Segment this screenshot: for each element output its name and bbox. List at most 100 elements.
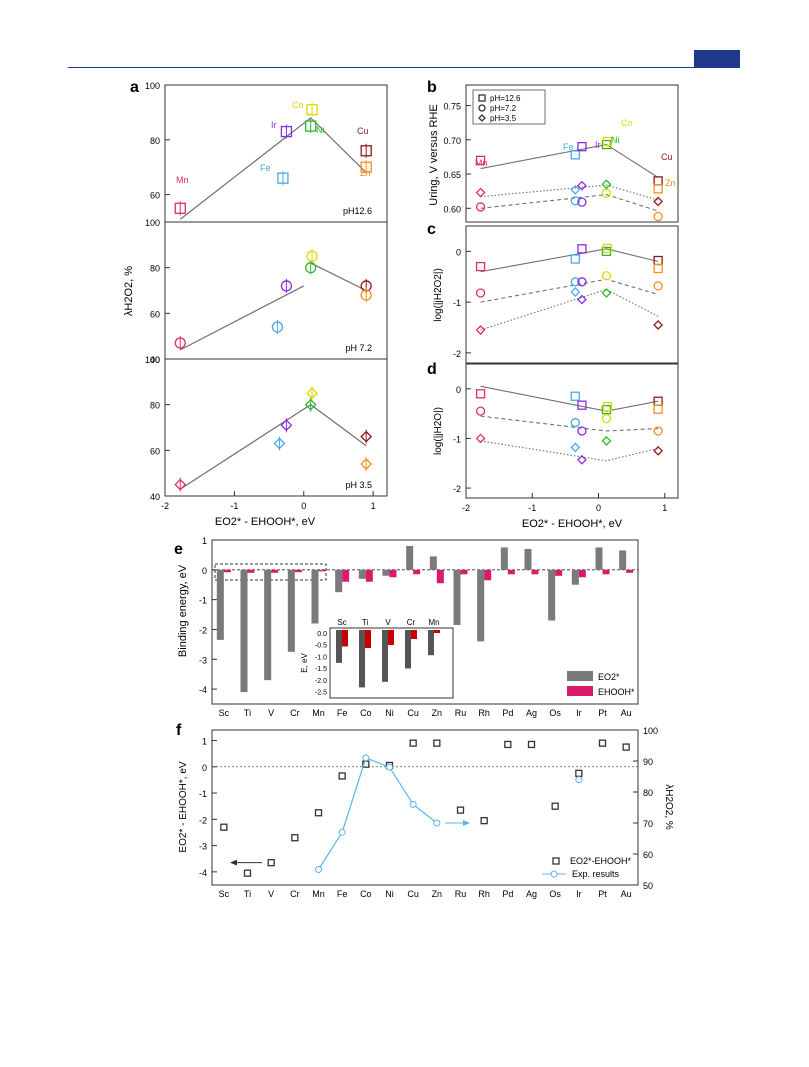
f-xtick-label: Cr xyxy=(290,889,300,899)
f-xtick-label: Ag xyxy=(526,889,537,899)
e-inset-bar-ehooh xyxy=(434,630,440,633)
b-fit-line xyxy=(480,194,659,212)
b-fit-line xyxy=(480,144,659,178)
f-legend-label: EO2*-EHOOH* xyxy=(570,856,632,866)
f-xtick-label: Pt xyxy=(598,889,607,899)
b-metal-label-co: Co xyxy=(621,118,633,128)
d-xtick-label: 1 xyxy=(662,503,667,513)
b-point xyxy=(475,202,486,212)
d-ytick-label: -2 xyxy=(453,484,461,494)
f-xtick-label: Ir xyxy=(576,889,582,899)
a-ytick-label: 40 xyxy=(150,355,160,365)
panel-bcd-xlabel: EO2* - EHOOH*, eV xyxy=(522,518,623,530)
f-xtick-label: V xyxy=(268,889,274,899)
e-bar-ehooh xyxy=(602,569,610,575)
e-xtick-label: Co xyxy=(360,708,372,718)
e-inset-xlabel: Cr xyxy=(407,618,416,627)
c-point xyxy=(577,277,587,287)
c-point xyxy=(653,320,664,330)
d-point xyxy=(570,442,581,453)
e-bar-eo2 xyxy=(548,569,556,621)
a-ytick-label: 80 xyxy=(150,264,160,274)
panel-e-letter: e xyxy=(174,541,183,558)
a-point-cu xyxy=(360,430,373,443)
d-point xyxy=(653,445,664,456)
a-point-fe xyxy=(277,172,289,184)
panel-c-frame xyxy=(465,225,679,364)
f-xtick-label: Pd xyxy=(502,889,513,899)
e-bar-eo2 xyxy=(287,569,295,652)
f-xtick-label: Mn xyxy=(312,889,325,899)
panel-e-frame xyxy=(211,539,639,705)
c-point xyxy=(601,271,612,281)
f-point-diff xyxy=(338,772,346,780)
c-fit-line xyxy=(480,278,659,303)
e-bar-eo2 xyxy=(406,545,414,570)
f-y2tick-label: 100 xyxy=(643,726,658,736)
b-point xyxy=(475,187,486,198)
d-fit-line xyxy=(480,385,659,412)
f-legend-label: Exp. results xyxy=(572,869,620,879)
f-point-diff xyxy=(480,816,488,825)
a-ytick-label: 100 xyxy=(145,355,160,365)
c-point xyxy=(570,254,580,264)
b-point xyxy=(570,196,580,206)
f-xtick-label: Co xyxy=(360,889,372,899)
panel-a3-frame xyxy=(164,358,388,497)
e-bar-ehooh xyxy=(626,569,634,573)
d-xtick-label: 0 xyxy=(596,503,601,513)
panel-f-frame xyxy=(211,729,639,886)
e-bar-ehooh xyxy=(223,569,231,573)
panel-e: e Binding energy, eV E, eV -4 -3 -2 -1 0 1 Sc T… xyxy=(174,536,639,718)
c-point xyxy=(577,244,587,254)
panel-a-letter: a xyxy=(130,79,139,96)
panel-a1-frame xyxy=(164,84,388,223)
f-ytick-label: -3 xyxy=(199,842,207,852)
f-exp-point xyxy=(362,754,370,762)
e-bar-eo2 xyxy=(477,569,485,642)
e-legend-label: EHOOH* xyxy=(598,687,635,697)
f-y2tick-label: 60 xyxy=(643,850,653,860)
e-inset-bar-ehooh xyxy=(342,630,348,647)
b-point xyxy=(577,180,587,191)
f-xtick-label: Ni xyxy=(385,889,394,899)
b-point xyxy=(577,141,587,152)
e-bar-eo2 xyxy=(311,569,319,624)
f-point-diff xyxy=(456,806,465,814)
d-point-co xyxy=(602,402,613,412)
a-point-cu xyxy=(360,145,372,157)
c-point-zn xyxy=(653,263,663,274)
f-point-diff xyxy=(433,739,441,747)
e-inset-bar-eo2 xyxy=(428,630,434,656)
b-point-co xyxy=(602,136,613,147)
c-point xyxy=(570,287,581,297)
f-y2tick-label: 70 xyxy=(643,819,653,829)
e-inset-ytick-label: 0.0 xyxy=(317,631,327,638)
a-metal-label-co: Co xyxy=(292,100,304,110)
a-metal-label-fe: Fe xyxy=(260,163,271,173)
f-exp-point xyxy=(338,828,346,836)
d-point-zn xyxy=(653,404,663,414)
e-bar-eo2 xyxy=(619,550,627,570)
panel-d-letter: d xyxy=(427,361,437,378)
a-ph-label: pH 3.5 xyxy=(345,480,372,490)
e-bar-ehooh xyxy=(294,569,302,573)
a-metal-label-mn: Mn xyxy=(176,175,189,185)
f-point-diff xyxy=(504,740,512,749)
a-point-ir xyxy=(280,280,293,292)
a-fit-line xyxy=(179,285,305,351)
panel-a-xlabel: EO2* - EHOOH*, eV xyxy=(215,516,316,528)
b-point xyxy=(570,184,581,195)
c-point xyxy=(577,294,587,305)
e-inset-bar-ehooh xyxy=(411,630,417,639)
a-fit-line xyxy=(179,403,367,490)
c-point xyxy=(475,325,486,335)
a-ytick-label: 60 xyxy=(150,191,160,201)
b-metal-label-fe: Fe xyxy=(563,142,574,152)
e-ytick-label: -3 xyxy=(199,655,207,665)
f-ytick-label: -4 xyxy=(199,868,207,878)
header-tab xyxy=(694,50,740,67)
panel-c-ylabel: log(|jH2O2|) xyxy=(433,268,444,322)
f-y2tick-label: 50 xyxy=(643,881,653,891)
